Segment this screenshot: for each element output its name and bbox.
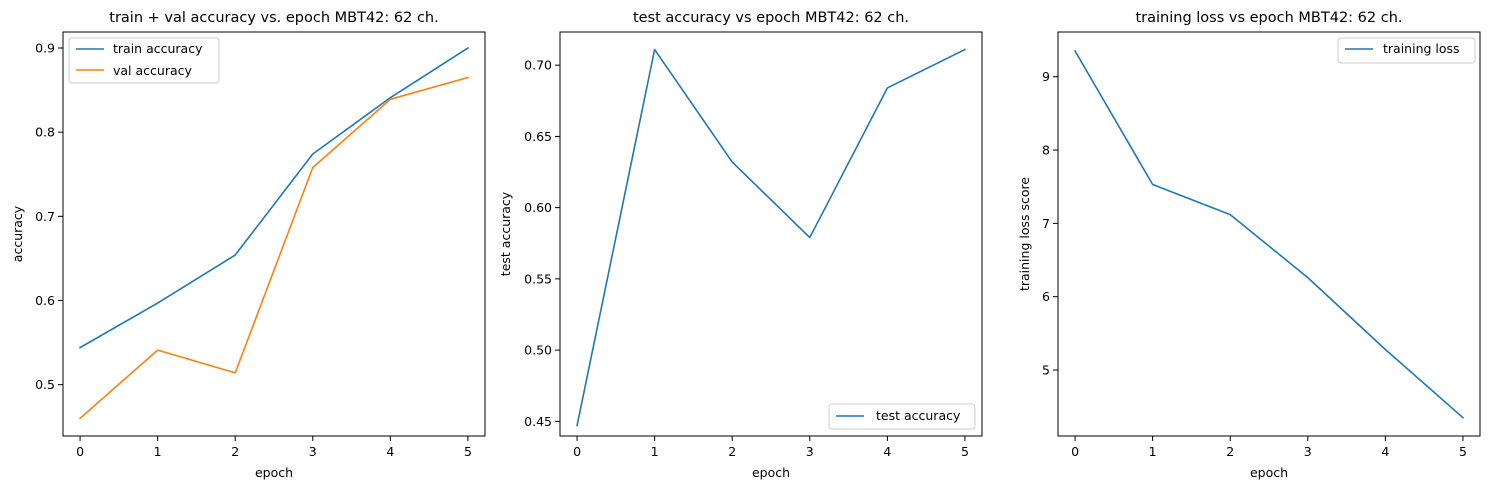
panel-1-legend: train accuracy val accuracy <box>68 37 220 84</box>
x-tick-label: 0 <box>76 444 84 459</box>
panel-3-y-ticks: 5 6 7 8 9 <box>1042 69 1058 378</box>
panel-1-y-ticks: 0.5 0.6 0.7 0.8 0.9 <box>35 40 63 392</box>
y-tick-label: 7 <box>1042 216 1050 231</box>
x-tick-label: 2 <box>231 444 239 459</box>
panel-2-legend-frame <box>828 403 976 430</box>
y-tick-label: 0.6 <box>35 293 55 308</box>
y-tick-label: 0.9 <box>35 40 55 55</box>
panel-2-x-ticks: 0 1 2 3 4 5 <box>573 436 969 459</box>
panel-1: train + val accuracy vs. epoch MBT42: 62… <box>10 10 486 480</box>
y-tick-label: 0.7 <box>35 209 55 224</box>
panel-3-title: training loss vs epoch MBT42: 62 ch. <box>1135 10 1402 26</box>
y-tick-label: 0.5 <box>35 377 55 392</box>
panel-1-legend-label-val: val accuracy <box>113 63 193 78</box>
y-tick-label: 0.70 <box>524 58 552 73</box>
panel-1-lines <box>78 46 470 420</box>
x-tick-label: 0 <box>1071 444 1079 459</box>
x-tick-label: 3 <box>1304 444 1312 459</box>
panel-3-ylabel: training loss score <box>1017 177 1032 291</box>
panel-2-legend-label-test: test accuracy <box>876 408 961 423</box>
x-tick-label: 2 <box>728 444 736 459</box>
series-line-test-accuracy <box>576 48 967 427</box>
panel-2-plot-area <box>559 31 983 437</box>
panel-3-legend-label-loss: training loss <box>1383 41 1460 56</box>
x-tick-label: 3 <box>806 444 814 459</box>
x-tick-label: 2 <box>1226 444 1234 459</box>
panel-2-ylabel: test accuracy <box>498 191 513 276</box>
x-tick-label: 5 <box>961 444 969 459</box>
x-tick-label: 0 <box>573 444 581 459</box>
y-tick-label: 0.45 <box>524 414 552 429</box>
panel-3-xlabel: epoch <box>1250 465 1288 480</box>
panel-3-lines <box>1073 49 1465 419</box>
y-tick-label: 9 <box>1042 69 1050 84</box>
x-tick-label: 5 <box>1459 444 1467 459</box>
y-tick-label: 8 <box>1042 143 1050 158</box>
panel-3-legend: training loss <box>1337 37 1476 64</box>
series-line-val-accuracy <box>78 76 469 420</box>
panel-1-legend-frame <box>68 37 220 84</box>
panel-1-xlabel: epoch <box>255 465 293 480</box>
x-tick-label: 1 <box>154 444 162 459</box>
y-tick-label: 0.8 <box>35 125 55 140</box>
panel-1-title: train + val accuracy vs. epoch MBT42: 62… <box>109 10 438 26</box>
y-tick-label: 6 <box>1042 289 1050 304</box>
panel-1-plot-area <box>62 31 486 437</box>
panel-3-x-ticks: 0 1 2 3 4 5 <box>1071 436 1467 459</box>
series-line-training-loss <box>1073 49 1465 419</box>
x-tick-label: 4 <box>883 444 891 459</box>
panel-2-y-ticks: 0.45 0.50 0.55 0.60 0.65 0.70 <box>524 58 560 429</box>
panel-2: test accuracy vs epoch MBT42: 62 ch. epo… <box>498 10 983 480</box>
y-tick-label: 0.65 <box>524 129 552 144</box>
panel-1-ylabel: accuracy <box>10 205 25 262</box>
panel-2-title: test accuracy vs epoch MBT42: 62 ch. <box>633 10 909 26</box>
y-tick-label: 0.55 <box>524 271 552 286</box>
y-tick-label: 5 <box>1042 363 1050 378</box>
panel-2-legend: test accuracy <box>828 403 976 430</box>
panel-2-lines <box>576 48 967 427</box>
series-line-train-accuracy <box>78 46 470 349</box>
y-tick-label: 0.50 <box>524 343 552 358</box>
x-tick-label: 3 <box>309 444 317 459</box>
panel-3-plot-area <box>1057 31 1481 437</box>
y-tick-label: 0.60 <box>524 200 552 215</box>
x-tick-label: 4 <box>386 444 394 459</box>
x-tick-label: 1 <box>1149 444 1157 459</box>
x-tick-label: 1 <box>651 444 659 459</box>
panel-3-legend-frame <box>1337 37 1476 64</box>
panel-1-x-ticks: 0 1 2 3 4 5 <box>76 436 472 459</box>
panel-3: training loss vs epoch MBT42: 62 ch. epo… <box>1017 10 1481 480</box>
panel-2-xlabel: epoch <box>752 465 790 480</box>
x-tick-label: 5 <box>464 444 472 459</box>
x-tick-label: 4 <box>1381 444 1389 459</box>
panel-1-legend-label-train: train accuracy <box>113 41 203 56</box>
